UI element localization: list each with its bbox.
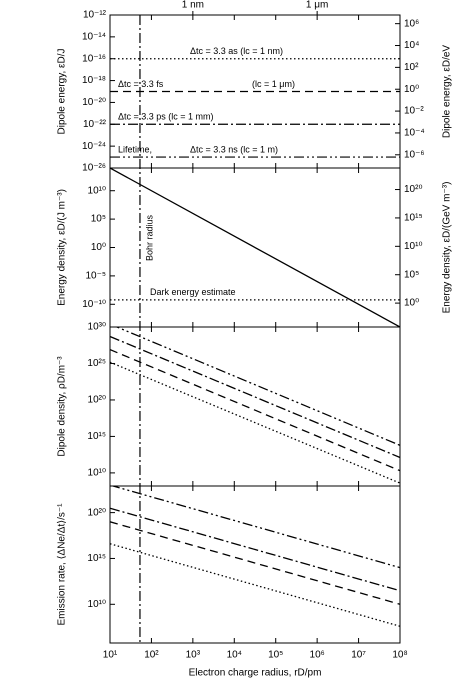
panel-frame	[109, 326, 401, 487]
data-line	[110, 361, 400, 484]
y-tick-label: 10²⁵	[87, 358, 106, 369]
x-tick-label: 10⁸	[392, 650, 407, 661]
x-tick-label: 10⁶	[310, 650, 325, 661]
y-tick-label: 10²⁰	[88, 507, 106, 518]
x2-tick-label: 1 nm	[182, 0, 204, 11]
y-tick-label: 10⁻²⁰	[82, 97, 106, 108]
x-tick-label: 10²	[144, 650, 159, 661]
data-line	[110, 168, 400, 327]
y2-tick-label: 10⁻⁶	[404, 149, 425, 160]
y-axis-label: Emission rate, ⟨ΔNe/Δt⟩/s⁻¹	[57, 503, 68, 626]
line-annotation: Bohr radius	[144, 214, 154, 261]
y-axis-label: Dipole energy, εD/J	[57, 49, 68, 135]
x-tick-label: 10⁴	[227, 650, 242, 661]
line-annotation: Lifetime,	[118, 144, 152, 154]
y2-tick-label: 10¹⁰	[404, 241, 422, 252]
line-annotation: Dark energy estimate	[150, 287, 236, 297]
y2-tick-label: 10⁻²	[404, 106, 424, 117]
y-tick-label: 10⁻¹⁶	[82, 53, 106, 64]
y-axis-label: Energy density, εD/(J m⁻³)	[57, 189, 68, 306]
y-tick-label: 10²⁰	[88, 395, 106, 406]
data-line	[110, 507, 400, 592]
y2-tick-label: 10⁰	[404, 298, 419, 309]
y-tick-label: 10⁻¹⁸	[82, 75, 106, 86]
y2-tick-label: 10⁶	[404, 18, 419, 29]
y2-tick-label: 10⁴	[404, 40, 419, 51]
data-line	[110, 335, 400, 459]
data-line	[115, 327, 400, 446]
line-annotation: Δtc = 3.3 fs	[118, 79, 164, 89]
line-annotation: Δtc = 3.3 as (lc = 1 nm)	[190, 46, 283, 56]
y2-tick-label: 10²	[404, 62, 419, 73]
y-tick-label: 10⁵	[91, 214, 106, 225]
y2-axis-label: Dipole energy, εD/eV	[442, 45, 453, 139]
data-line	[110, 486, 400, 569]
plot-area	[110, 486, 400, 627]
line-annotation: Δtc = 3.3 ns (lc = 1 m)	[190, 144, 278, 154]
y-tick-label: 10³⁰	[88, 322, 106, 333]
x-tick-label: 10¹	[103, 650, 118, 661]
y2-tick-label: 10²⁰	[404, 184, 422, 195]
y-axis-label: Dipole density, ρD/m⁻³	[57, 356, 68, 457]
y-tick-label: 10¹⁰	[88, 185, 106, 196]
y-tick-label: 10⁻²⁴	[82, 141, 106, 152]
line-annotation: Δtc = 3.3 ps (lc = 1 mm)	[118, 112, 214, 122]
data-line	[110, 521, 400, 605]
y-tick-label: 10⁻¹⁴	[82, 31, 106, 42]
x-tick-label: 10⁵	[268, 650, 283, 661]
y-tick-label: 10¹⁵	[87, 553, 106, 564]
y2-tick-label: 10⁰	[404, 84, 419, 95]
y-tick-label: 10⁻²⁶	[82, 163, 106, 174]
y-tick-label: 10¹⁰	[88, 468, 106, 479]
data-line	[110, 348, 400, 472]
y-tick-label: 10⁰	[91, 242, 106, 253]
x2-tick-label: 1 μm	[306, 0, 328, 11]
y-tick-label: 10⁻²²	[83, 119, 107, 130]
x-axis-label: Electron charge radius, rD/pm	[189, 668, 322, 679]
y2-axis-label: Energy density, εD/(GeV m⁻³)	[442, 182, 453, 314]
x-tick-label: 10³	[186, 650, 201, 661]
x-tick-label: 10⁷	[351, 650, 366, 661]
y-tick-label: 10⁻¹⁰	[82, 299, 106, 310]
y-tick-label: 10⁻¹²	[83, 10, 107, 21]
y2-tick-label: 10⁵	[404, 269, 419, 280]
y2-tick-label: 10¹⁵	[404, 213, 423, 224]
y-tick-label: 10¹⁰	[88, 599, 106, 610]
line-annotation: (lc = 1 μm)	[252, 79, 295, 89]
y-tick-label: 10¹⁵	[87, 431, 106, 442]
data-line	[110, 543, 400, 627]
plot-area	[110, 58, 400, 158]
plot-area	[110, 168, 400, 327]
y2-tick-label: 10⁻⁴	[404, 128, 425, 139]
y-tick-label: 10⁻⁵	[85, 271, 106, 282]
panel-frame	[109, 485, 401, 644]
plot-area	[110, 327, 400, 484]
